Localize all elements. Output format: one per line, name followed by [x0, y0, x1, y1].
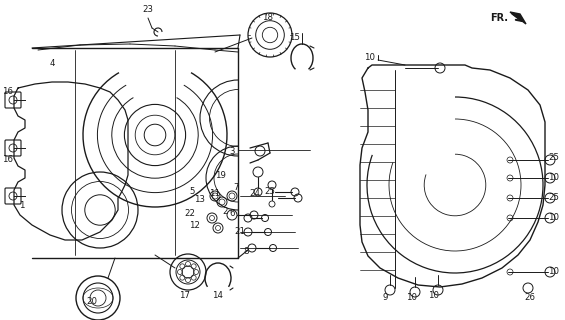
Text: 19: 19 [215, 172, 225, 180]
Text: 17: 17 [180, 292, 190, 300]
Polygon shape [510, 12, 526, 24]
Text: 1: 1 [19, 202, 25, 211]
Text: 25: 25 [264, 188, 276, 196]
Text: 14: 14 [212, 292, 224, 300]
Text: 16: 16 [2, 156, 14, 164]
Text: 20: 20 [86, 298, 98, 307]
Text: 12: 12 [189, 220, 201, 229]
Text: 10: 10 [428, 292, 440, 300]
Text: 18: 18 [263, 12, 273, 21]
Text: 23: 23 [142, 5, 154, 14]
Text: 24: 24 [250, 188, 260, 197]
Text: 16: 16 [2, 87, 14, 97]
Text: 22: 22 [185, 209, 195, 218]
Text: 3: 3 [229, 148, 234, 156]
Text: 5: 5 [189, 188, 195, 196]
Text: 9: 9 [383, 293, 388, 302]
FancyBboxPatch shape [5, 188, 21, 204]
Text: 6: 6 [229, 210, 234, 219]
Text: 21: 21 [234, 228, 246, 236]
Text: 11: 11 [210, 188, 220, 197]
Text: FR.: FR. [490, 13, 508, 23]
Text: 10: 10 [549, 173, 559, 182]
Text: 10: 10 [364, 53, 376, 62]
Text: 10: 10 [549, 268, 559, 276]
Text: 26: 26 [524, 292, 536, 301]
FancyBboxPatch shape [5, 92, 21, 108]
Text: 8: 8 [244, 247, 249, 257]
Text: 25: 25 [549, 154, 559, 163]
Text: 13: 13 [194, 196, 206, 204]
Text: 10: 10 [406, 293, 418, 302]
Text: 4: 4 [49, 60, 55, 68]
Text: 2: 2 [222, 207, 228, 217]
Text: 15: 15 [289, 33, 301, 42]
Text: 25: 25 [549, 193, 559, 202]
Text: 10: 10 [549, 212, 559, 221]
Text: 7: 7 [233, 182, 239, 191]
FancyBboxPatch shape [5, 140, 21, 156]
